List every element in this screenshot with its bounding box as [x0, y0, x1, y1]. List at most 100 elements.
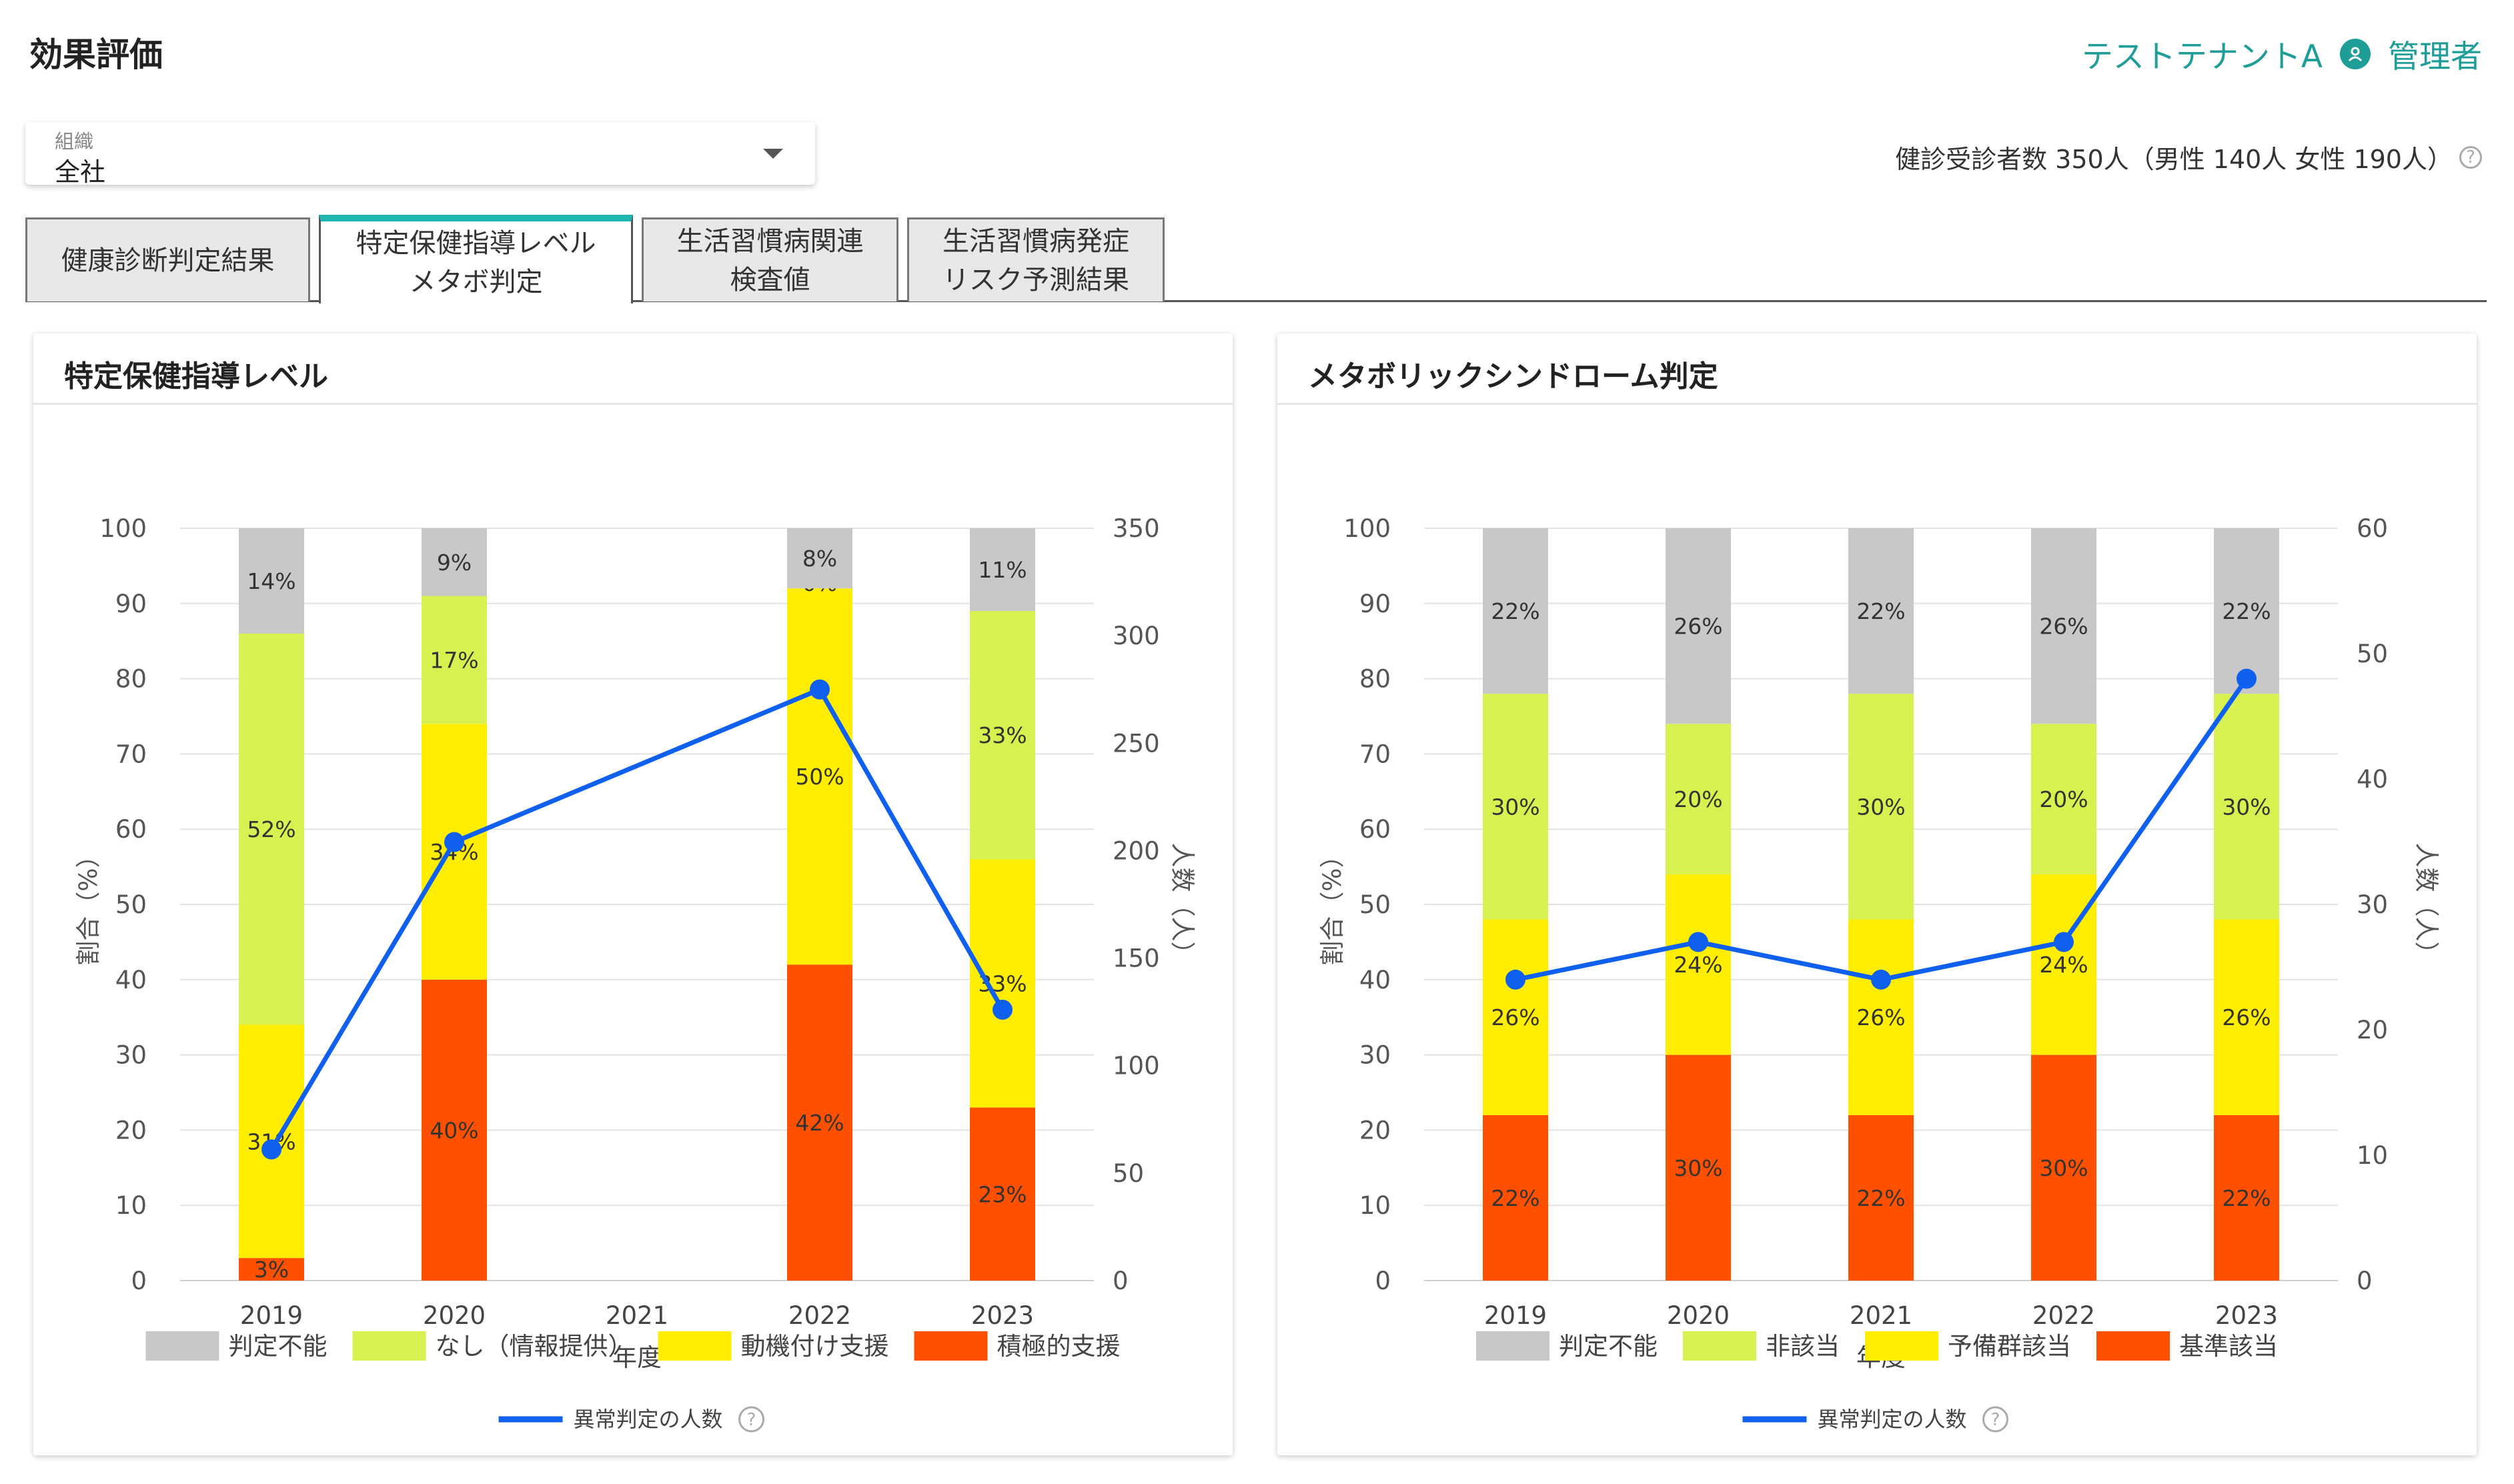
line-point — [444, 832, 464, 852]
y2-tick-label: 150 — [1113, 944, 1160, 973]
y-tick-label: 50 — [1359, 890, 1391, 919]
bar-segment — [422, 528, 487, 596]
data-label: 26% — [2222, 1004, 2271, 1030]
bar-segment — [787, 588, 852, 965]
bar-segment — [970, 859, 1035, 1108]
y2-tick-label: 30 — [2357, 890, 2388, 919]
legend-swatch — [914, 1331, 988, 1361]
legend-label: 動機付け支援 — [741, 1332, 889, 1361]
data-label: 22% — [2222, 1185, 2271, 1211]
chart-metabolic-syndrome: 0 10 20 30 40 50 60 70 80 90 100 0 10 20 30 40 50 60 割合（%）… — [1318, 514, 2441, 1433]
x-tick-label: 2019 — [1484, 1301, 1547, 1330]
line-point — [993, 999, 1013, 1020]
user-name[interactable]: 管理者 — [2388, 39, 2482, 75]
data-label: 20% — [1674, 786, 1722, 812]
organization-select-label: 組織 — [55, 130, 94, 153]
legend-label: 積極的支援 — [997, 1332, 1121, 1361]
y2-tick-label: 50 — [2357, 640, 2388, 668]
bar-segment — [970, 528, 1035, 612]
y-tick-label: 50 — [115, 890, 147, 919]
y-tick-label: 100 — [99, 514, 147, 543]
legend-swatch — [2096, 1331, 2170, 1361]
line-point — [1688, 932, 1708, 952]
legend-swatch — [658, 1331, 732, 1361]
bar-segment — [2214, 694, 2279, 920]
y-tick-label: 90 — [115, 590, 147, 618]
tab-underline — [25, 300, 2487, 302]
bar-segment — [2031, 724, 2096, 874]
bar-segment — [1666, 874, 1731, 1055]
data-label: 22% — [1856, 1185, 1905, 1211]
data-label: 8% — [802, 546, 837, 572]
legend-line-label: 異常判定の人数 — [1818, 1407, 1967, 1432]
y2-tick-label: 100 — [1113, 1052, 1160, 1080]
divider — [1277, 403, 2477, 405]
y-axis-title: 割合（%） — [74, 843, 103, 965]
legend-label: 判定不能 — [229, 1332, 328, 1361]
y2-axis-title: 人数（人） — [1168, 843, 1197, 966]
bar-segment — [970, 611, 1035, 860]
line-point — [810, 679, 830, 700]
legend-label: 予備群該当 — [1948, 1332, 2071, 1361]
x-tick-label: 2022 — [788, 1301, 851, 1330]
tab-lifestyle-tests[interactable]: 生活習慣病関連 検査値 — [642, 217, 898, 301]
data-label: 24% — [1674, 952, 1722, 978]
line-point — [1871, 969, 1891, 990]
examinee-count: 健診受診者数 350人（男性 140人 女性 190人） ? — [1895, 139, 2482, 175]
line-point — [2237, 668, 2257, 689]
x-tick-label: 2020 — [1667, 1301, 1730, 1330]
y-tick-label: 40 — [1359, 966, 1391, 994]
bar-segment — [2031, 874, 2096, 1055]
bar-segment — [2214, 528, 2279, 694]
legend-label: 基準該当 — [2179, 1332, 2278, 1361]
data-label: 50% — [795, 764, 844, 790]
organization-select[interactable]: 組織 全社 — [25, 122, 815, 187]
y2-tick-label: 40 — [2357, 765, 2388, 794]
data-label: 23% — [978, 1181, 1027, 1207]
line-series — [269, 686, 1005, 1151]
x-tick-label: 2020 — [423, 1301, 486, 1330]
tab-lifestyle-risk-prediction[interactable]: 生活習慣病発症 リスク予測結果 — [907, 217, 1165, 301]
bar-segment — [2031, 1054, 2096, 1281]
y2-tick-label: 0 — [2357, 1267, 2373, 1295]
y-tick-label: 20 — [1359, 1116, 1391, 1145]
y-tick-label: 40 — [115, 966, 147, 994]
tenant-name[interactable]: テストテナントA — [2081, 39, 2323, 75]
y-tick-label: 30 — [1359, 1041, 1391, 1070]
bar-segment — [1483, 528, 1548, 694]
y2-axis-title: 人数（人） — [2412, 843, 2441, 966]
legend-swatch — [145, 1331, 219, 1361]
user-icon — [2340, 38, 2371, 69]
bar-segment — [1666, 1054, 1731, 1281]
data-label: 22% — [1491, 1185, 1539, 1211]
tab-health-check-results[interactable]: 健康診断判定結果 — [25, 217, 310, 301]
x-tick-label: 2022 — [2032, 1301, 2095, 1330]
help-icon[interactable]: ? — [2459, 145, 2482, 169]
x-tick-label: 2021 — [606, 1301, 668, 1330]
y-tick-label: 80 — [115, 665, 147, 694]
x-tick-label: 2023 — [971, 1301, 1034, 1330]
data-label: 33% — [978, 722, 1027, 748]
bar-segment — [1848, 694, 1914, 920]
x-tick-label: 2019 — [240, 1301, 303, 1330]
tab-specific-health-guidance[interactable]: 特定保健指導レベル メタボ判定 — [319, 215, 633, 303]
y-tick-label: 60 — [1359, 815, 1391, 844]
bar-segment — [1666, 724, 1731, 874]
y2-tick-label: 20 — [2357, 1016, 2388, 1044]
data-label: 22% — [2222, 598, 2271, 624]
bar-segment — [1483, 694, 1548, 920]
bar-segment — [1483, 1115, 1548, 1281]
y-tick-label: 70 — [1359, 740, 1391, 768]
bar-segment — [1848, 1115, 1914, 1281]
bar-segment — [1483, 919, 1548, 1115]
data-label: 24% — [2039, 952, 2088, 978]
data-label: 26% — [1856, 1004, 1905, 1030]
legend-label: なし（情報提供） — [436, 1332, 633, 1361]
organization-select-value: 全社 — [55, 157, 106, 187]
bar-segment — [2214, 1115, 2279, 1281]
data-label: 30% — [1674, 1155, 1722, 1181]
y2-tick-label: 10 — [2357, 1141, 2388, 1170]
chart-guidance-level: 0 10 20 30 40 50 60 70 80 90 100 0 50 100 150 200 250 300… — [74, 514, 1197, 1433]
data-label: 26% — [1491, 1004, 1539, 1030]
bar-segment — [239, 528, 304, 634]
